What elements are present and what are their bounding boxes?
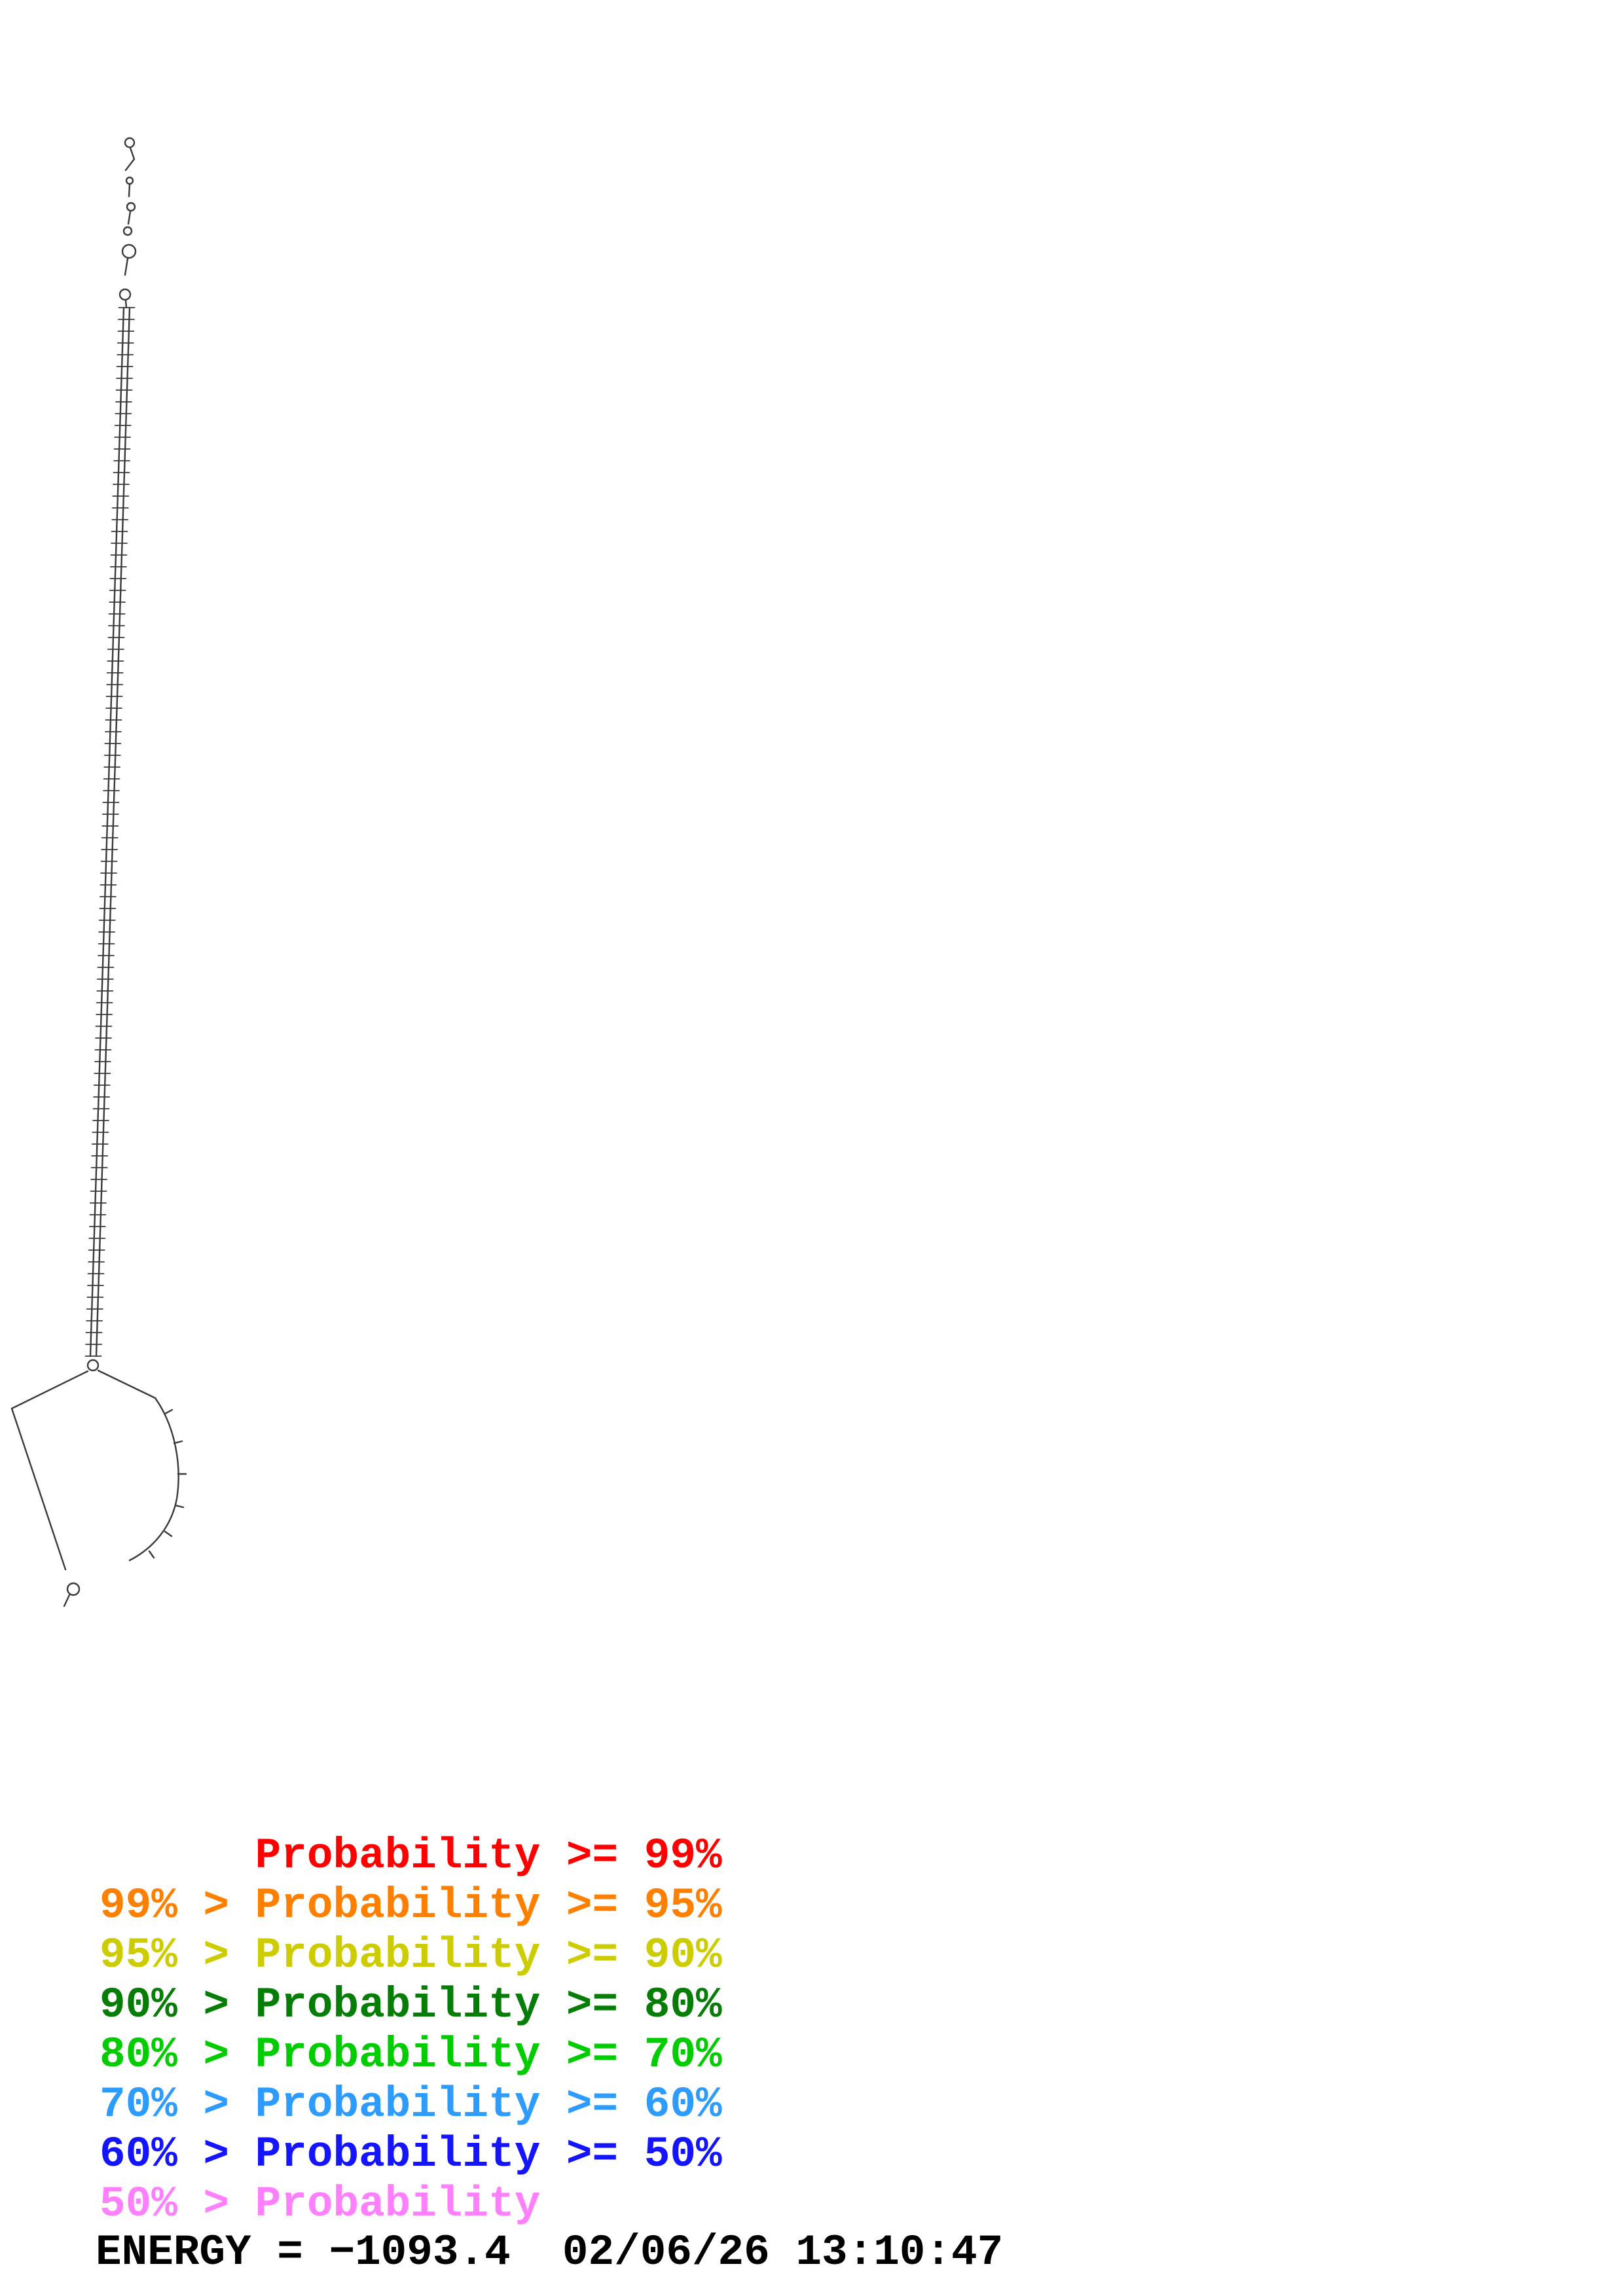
- legend-item: Probability >= 99%: [100, 1831, 722, 1880]
- rna-secondary-structure: [10, 137, 187, 1607]
- stem-bottom-junction: [86, 1359, 100, 1372]
- stem-top-loops: [119, 137, 137, 309]
- legend-item: 80% > Probability >= 70%: [100, 2030, 722, 2079]
- legend-item: 99% > Probability >= 95%: [100, 1881, 722, 1930]
- legend-item: 95% > Probability >= 90%: [100, 1931, 722, 1980]
- energy-readout: ENERGY = −1093.4 02/06/26 13:10:47: [96, 2228, 1004, 2277]
- legend-item: 50% > Probability: [100, 2179, 541, 2229]
- legend-item: 90% > Probability >= 80%: [100, 1981, 722, 2030]
- legend-item: 60% > Probability >= 50%: [100, 2130, 722, 2179]
- legend-item: 70% > Probability >= 60%: [100, 2080, 722, 2129]
- probability-legend: Probability >= 99% 99% > Probability >= 9…: [100, 1831, 722, 2229]
- stem-strands: [89, 306, 131, 1357]
- stem-base-pairs: [84, 307, 136, 1357]
- terminal-loop: [10, 1369, 187, 1607]
